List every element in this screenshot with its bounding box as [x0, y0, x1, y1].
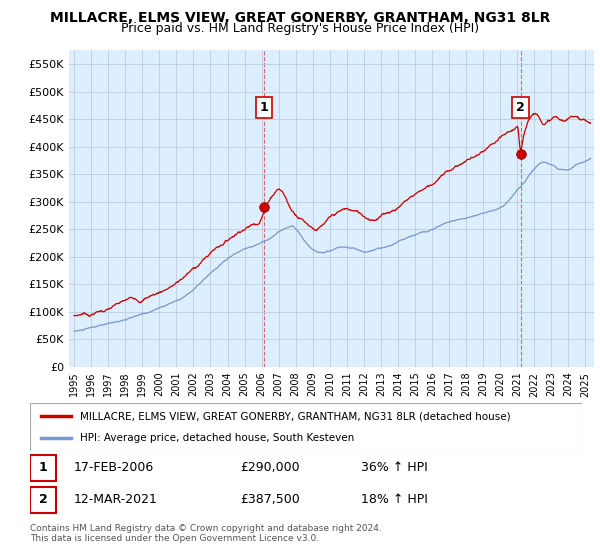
Text: Price paid vs. HM Land Registry's House Price Index (HPI): Price paid vs. HM Land Registry's House … [121, 22, 479, 35]
Bar [30, 487, 56, 513]
Text: £387,500: £387,500 [240, 493, 299, 506]
Text: MILLACRE, ELMS VIEW, GREAT GONERBY, GRANTHAM, NG31 8LR: MILLACRE, ELMS VIEW, GREAT GONERBY, GRAN… [50, 11, 550, 25]
Text: This data is licensed under the Open Government Licence v3.0.: This data is licensed under the Open Gov… [30, 534, 319, 543]
Text: HPI: Average price, detached house, South Kesteven: HPI: Average price, detached house, Sout… [80, 433, 354, 443]
Text: MILLACRE, ELMS VIEW, GREAT GONERBY, GRANTHAM, NG31 8LR (detached house): MILLACRE, ELMS VIEW, GREAT GONERBY, GRAN… [80, 411, 511, 421]
Text: 17-FEB-2006: 17-FEB-2006 [74, 461, 154, 474]
Text: 18% ↑ HPI: 18% ↑ HPI [361, 493, 428, 506]
Text: 2: 2 [39, 493, 47, 506]
Text: 2: 2 [516, 101, 525, 114]
Text: 1: 1 [259, 101, 268, 114]
Bar [30, 455, 56, 480]
Text: 36% ↑ HPI: 36% ↑ HPI [361, 461, 428, 474]
Text: 12-MAR-2021: 12-MAR-2021 [74, 493, 158, 506]
Text: £290,000: £290,000 [240, 461, 299, 474]
Text: Contains HM Land Registry data © Crown copyright and database right 2024.: Contains HM Land Registry data © Crown c… [30, 524, 382, 533]
Text: 1: 1 [39, 461, 47, 474]
